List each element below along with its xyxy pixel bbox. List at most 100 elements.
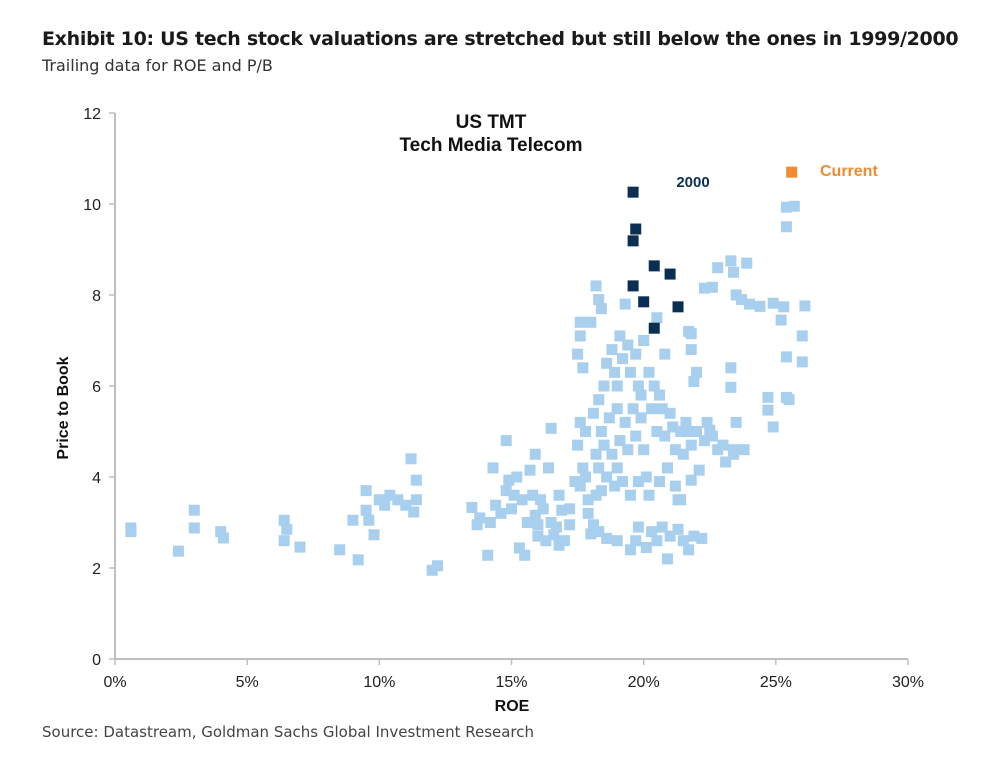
point-history (524, 464, 536, 476)
point-history (614, 435, 626, 447)
point-history (677, 535, 689, 547)
point-history (408, 506, 420, 518)
point-y2000 (648, 260, 660, 272)
point-history (796, 356, 808, 368)
point-history (651, 535, 663, 547)
point-history (661, 462, 673, 474)
point-history (564, 519, 576, 531)
point-history (609, 366, 621, 378)
point-history (640, 542, 652, 554)
point-history (384, 489, 396, 501)
point-history (632, 476, 644, 488)
exhibit-subtitle: Trailing data for ROE and P/B (42, 56, 273, 75)
point-history (352, 554, 364, 566)
point-history (632, 521, 644, 533)
point-history (741, 257, 753, 269)
point-y2000 (672, 301, 684, 313)
point-history (503, 474, 515, 486)
point-history (701, 416, 713, 428)
point-history (527, 489, 539, 501)
point-history (680, 416, 692, 428)
point-history (585, 528, 597, 540)
point-history (487, 462, 499, 474)
point-history (630, 348, 642, 360)
point-history (683, 544, 695, 556)
point-history (654, 476, 666, 488)
point-history (582, 494, 594, 506)
point-history (640, 471, 652, 483)
point-history (587, 519, 599, 531)
point-history (611, 403, 623, 415)
point-history (601, 471, 613, 483)
point-history (656, 521, 668, 533)
point-history (574, 330, 586, 342)
point-history (392, 494, 404, 506)
point-history (683, 426, 695, 437)
point-history (775, 314, 787, 326)
point-history (215, 526, 227, 538)
point-history (780, 351, 792, 363)
x-tick-label: 10% (363, 674, 395, 691)
point-history (743, 298, 755, 310)
point-history (611, 380, 623, 392)
point-history (577, 462, 589, 474)
point-history (730, 416, 742, 428)
point-history (368, 529, 380, 541)
point-history (788, 200, 800, 212)
point-history (580, 426, 592, 437)
point-y2000 (627, 280, 639, 292)
point-y2000 (627, 186, 639, 198)
point-history (635, 412, 647, 424)
point-history (624, 489, 636, 501)
point-history (767, 297, 779, 309)
point-y2000 (627, 235, 639, 247)
point-history (762, 404, 774, 416)
point-history (630, 430, 642, 442)
point-history (725, 381, 737, 393)
point-history (706, 281, 718, 293)
point-history (511, 471, 523, 483)
point-history (294, 541, 306, 553)
point-history (172, 545, 184, 557)
point-history (619, 298, 631, 310)
point-history (675, 494, 687, 506)
point-history (654, 389, 666, 401)
point-history (334, 544, 346, 556)
y-tick-label: 0 (92, 652, 101, 669)
point-history (471, 519, 483, 531)
point-history (532, 519, 544, 531)
point-history (685, 474, 697, 486)
point-history (667, 421, 679, 433)
point-history (696, 532, 708, 544)
point-history (643, 366, 655, 378)
point-history (627, 403, 639, 415)
point-history (593, 526, 605, 538)
point-history (506, 503, 517, 515)
point-history (632, 380, 644, 392)
point-history (556, 504, 568, 516)
point-history (778, 301, 790, 313)
point-history (799, 300, 811, 312)
point-history (569, 476, 581, 488)
point-history (545, 422, 557, 434)
point-history (796, 330, 808, 342)
point-history (717, 439, 729, 451)
point-history (601, 532, 613, 544)
point-history (593, 294, 605, 306)
point-history (685, 439, 697, 451)
annotation-current: Current (820, 163, 878, 180)
point-history (693, 464, 705, 476)
point-history (780, 221, 792, 233)
point-y2000 (664, 268, 676, 280)
x-tick-label: 0% (103, 674, 126, 691)
point-history (669, 480, 681, 492)
point-history (278, 535, 290, 547)
point-history (688, 530, 700, 542)
point-history (495, 507, 507, 519)
point-history (595, 426, 607, 437)
point-history (360, 485, 372, 497)
point-history (379, 499, 391, 511)
point-history (617, 353, 629, 365)
y-tick-label: 2 (92, 561, 101, 578)
point-history (664, 530, 676, 542)
